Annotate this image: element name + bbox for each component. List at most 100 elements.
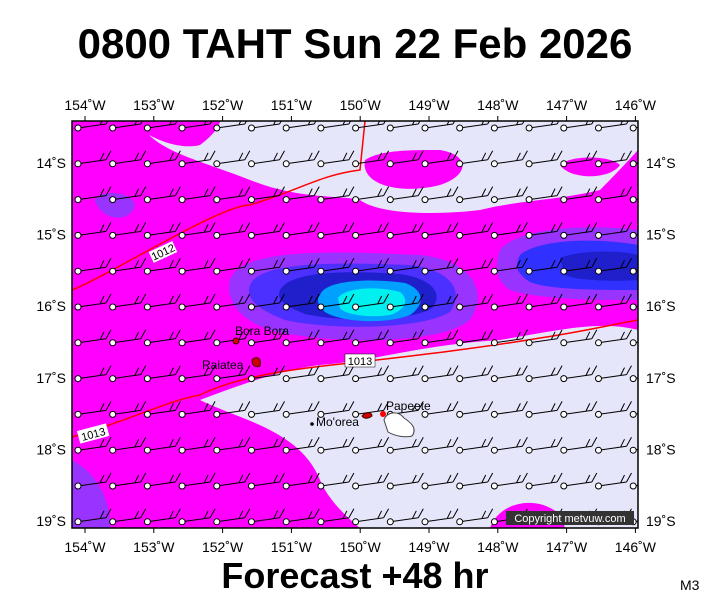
station [629,160,637,168]
barb [494,401,528,415]
barb [286,365,320,380]
barb [251,329,285,344]
barb [286,508,320,523]
barb [147,150,181,165]
barb [424,186,459,201]
barb [598,365,632,380]
station [560,375,568,383]
barb [112,329,147,344]
lon-label: 149˚W [408,97,450,113]
station [282,410,290,418]
station [248,375,255,383]
barb [112,365,147,380]
barb [286,121,317,129]
station [421,196,429,204]
station [143,410,151,418]
station [352,231,360,239]
isobar-label-box [76,423,110,444]
station [629,482,637,490]
barb [286,329,320,344]
station [386,518,394,526]
lat-label: 15˚S [646,227,676,243]
barb [77,150,112,165]
station [421,410,429,418]
barb [182,365,216,380]
lon-label: 152˚W [202,539,244,555]
barb [390,329,424,344]
station [109,196,117,204]
barb [286,293,320,308]
barb [147,121,178,129]
station [317,267,325,275]
barb [459,329,494,344]
barb [320,329,355,344]
precip-field [72,121,638,528]
station [352,339,360,347]
barb [355,257,390,272]
station [490,518,498,526]
lat-label: 14˚S [646,155,676,171]
station [74,339,82,347]
barb [563,365,598,380]
barb [112,508,147,523]
station [282,482,290,490]
barb [494,293,528,308]
barb [355,365,390,380]
station [456,124,464,132]
barb [390,508,424,523]
lon-label: 154˚W [64,97,106,113]
station [595,410,602,418]
station [213,446,221,454]
station [525,446,533,454]
station [490,303,498,311]
station [525,231,533,239]
barb [77,472,112,487]
station [595,231,602,239]
station [317,303,325,311]
lat-label: 16˚S [36,298,66,314]
lon-label: 148˚W [477,539,519,555]
barb [251,186,285,201]
barb [286,186,320,201]
station [282,375,290,383]
barb [494,257,528,272]
barb [77,222,112,236]
barb [390,186,424,201]
station [629,375,637,383]
model-label: M3 [680,577,700,593]
station [143,124,151,132]
station [178,160,186,168]
barb [459,401,494,415]
barb [424,329,459,344]
barb [598,150,632,165]
barb [320,186,355,201]
station [421,446,429,454]
barb [529,472,563,487]
barb [112,121,143,129]
station [74,375,82,383]
station [143,196,151,204]
station [143,231,151,239]
lat-label: 18˚S [646,441,676,457]
station [525,267,533,275]
station [456,303,464,311]
station [490,482,498,490]
wind-barbs [74,121,638,526]
station [386,160,394,168]
station [178,231,186,239]
station [490,196,498,204]
barb [251,508,285,523]
station [213,410,221,418]
station [595,267,602,275]
station [629,231,637,239]
station [317,482,325,490]
barb [320,150,355,165]
station [143,375,151,383]
barb [286,257,320,272]
barb [147,329,181,344]
lat-label: 14˚S [36,155,66,171]
station [143,446,151,454]
station [352,303,360,311]
barb [182,293,216,308]
